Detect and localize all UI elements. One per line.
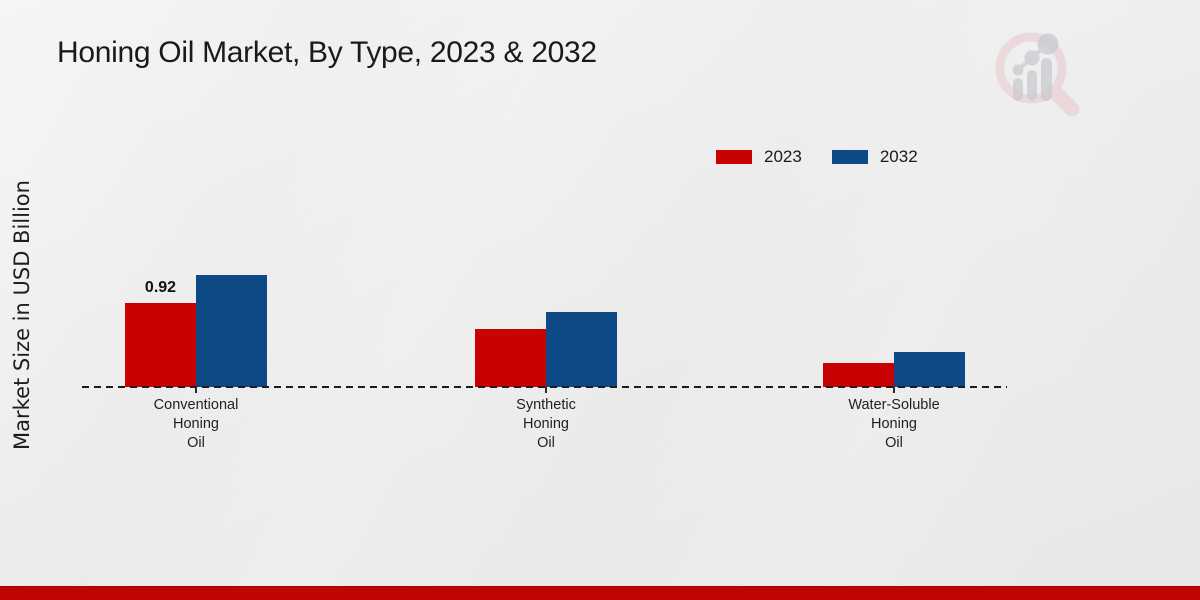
bar-2023-water-soluble-honing-oil [823, 363, 894, 387]
bar-value-label: 0.92 [144, 279, 177, 296]
category-label-conventional-honing-oil: Conventional Honing Oil [153, 397, 239, 451]
bar-2023-synthetic-honing-oil [475, 329, 546, 387]
footer-accent-bar [0, 586, 1200, 600]
legend-item-2032: 2032 [831, 147, 918, 167]
magnifier-chart-icon [995, 32, 1080, 117]
x-axis-tick [195, 387, 197, 393]
bar-2032-conventional-honing-oil [196, 275, 267, 387]
page-title: Honing Oil Market, By Type, 2023 & 2032 [57, 36, 597, 69]
zero-axis-dashed-line [82, 386, 1007, 388]
legend-label: 2023 [764, 147, 802, 166]
x-axis-tick [893, 387, 895, 393]
legend-item-2023: 2023 [716, 147, 802, 167]
category-label-water-soluble-honing-oil: Water-Soluble Honing Oil [848, 397, 940, 451]
bar-2032-synthetic-honing-oil [546, 312, 617, 387]
bar-2032-water-soluble-honing-oil [894, 352, 965, 387]
bar-2023-conventional-honing-oil [125, 303, 196, 387]
category-label-synthetic-honing-oil: Synthetic Honing Oil [516, 397, 576, 451]
x-axis-tick [545, 387, 547, 393]
brand-logo [993, 26, 1087, 120]
legend-swatch-2023 [716, 150, 752, 164]
legend-swatch-2032 [831, 150, 868, 164]
legend: 2023 2032 [716, 147, 918, 167]
legend-label: 2032 [879, 147, 918, 166]
